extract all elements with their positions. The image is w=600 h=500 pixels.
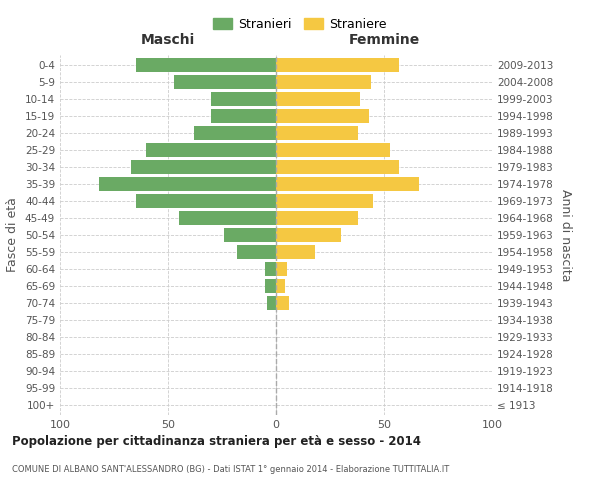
Bar: [265, 262, 276, 276]
Bar: [276, 194, 373, 208]
Text: Maschi: Maschi: [141, 32, 195, 46]
Bar: [276, 110, 369, 123]
Bar: [276, 58, 399, 72]
Legend: Stranieri, Straniere: Stranieri, Straniere: [209, 14, 391, 34]
Bar: [276, 211, 358, 225]
Bar: [276, 262, 287, 276]
Bar: [146, 144, 276, 157]
Text: Popolazione per cittadinanza straniera per età e sesso - 2014: Popolazione per cittadinanza straniera p…: [12, 435, 421, 448]
Bar: [99, 178, 276, 191]
Bar: [179, 211, 276, 225]
Bar: [211, 92, 276, 106]
Text: COMUNE DI ALBANO SANT'ALESSANDRO (BG) - Dati ISTAT 1° gennaio 2014 - Elaborazion: COMUNE DI ALBANO SANT'ALESSANDRO (BG) - …: [12, 465, 449, 474]
Bar: [276, 92, 360, 106]
Bar: [237, 245, 276, 259]
Y-axis label: Fasce di età: Fasce di età: [7, 198, 19, 272]
Bar: [276, 296, 289, 310]
Y-axis label: Anni di nascita: Anni di nascita: [559, 188, 572, 281]
Bar: [276, 245, 315, 259]
Bar: [136, 58, 276, 72]
Bar: [211, 110, 276, 123]
Bar: [265, 279, 276, 292]
Bar: [276, 279, 284, 292]
Bar: [194, 126, 276, 140]
Bar: [136, 194, 276, 208]
Bar: [268, 296, 276, 310]
Bar: [276, 126, 358, 140]
Bar: [175, 76, 276, 89]
Bar: [224, 228, 276, 242]
Bar: [276, 228, 341, 242]
Bar: [276, 76, 371, 89]
Bar: [276, 178, 419, 191]
Bar: [276, 160, 399, 174]
Bar: [131, 160, 276, 174]
Bar: [276, 144, 391, 157]
Text: Femmine: Femmine: [349, 32, 419, 46]
